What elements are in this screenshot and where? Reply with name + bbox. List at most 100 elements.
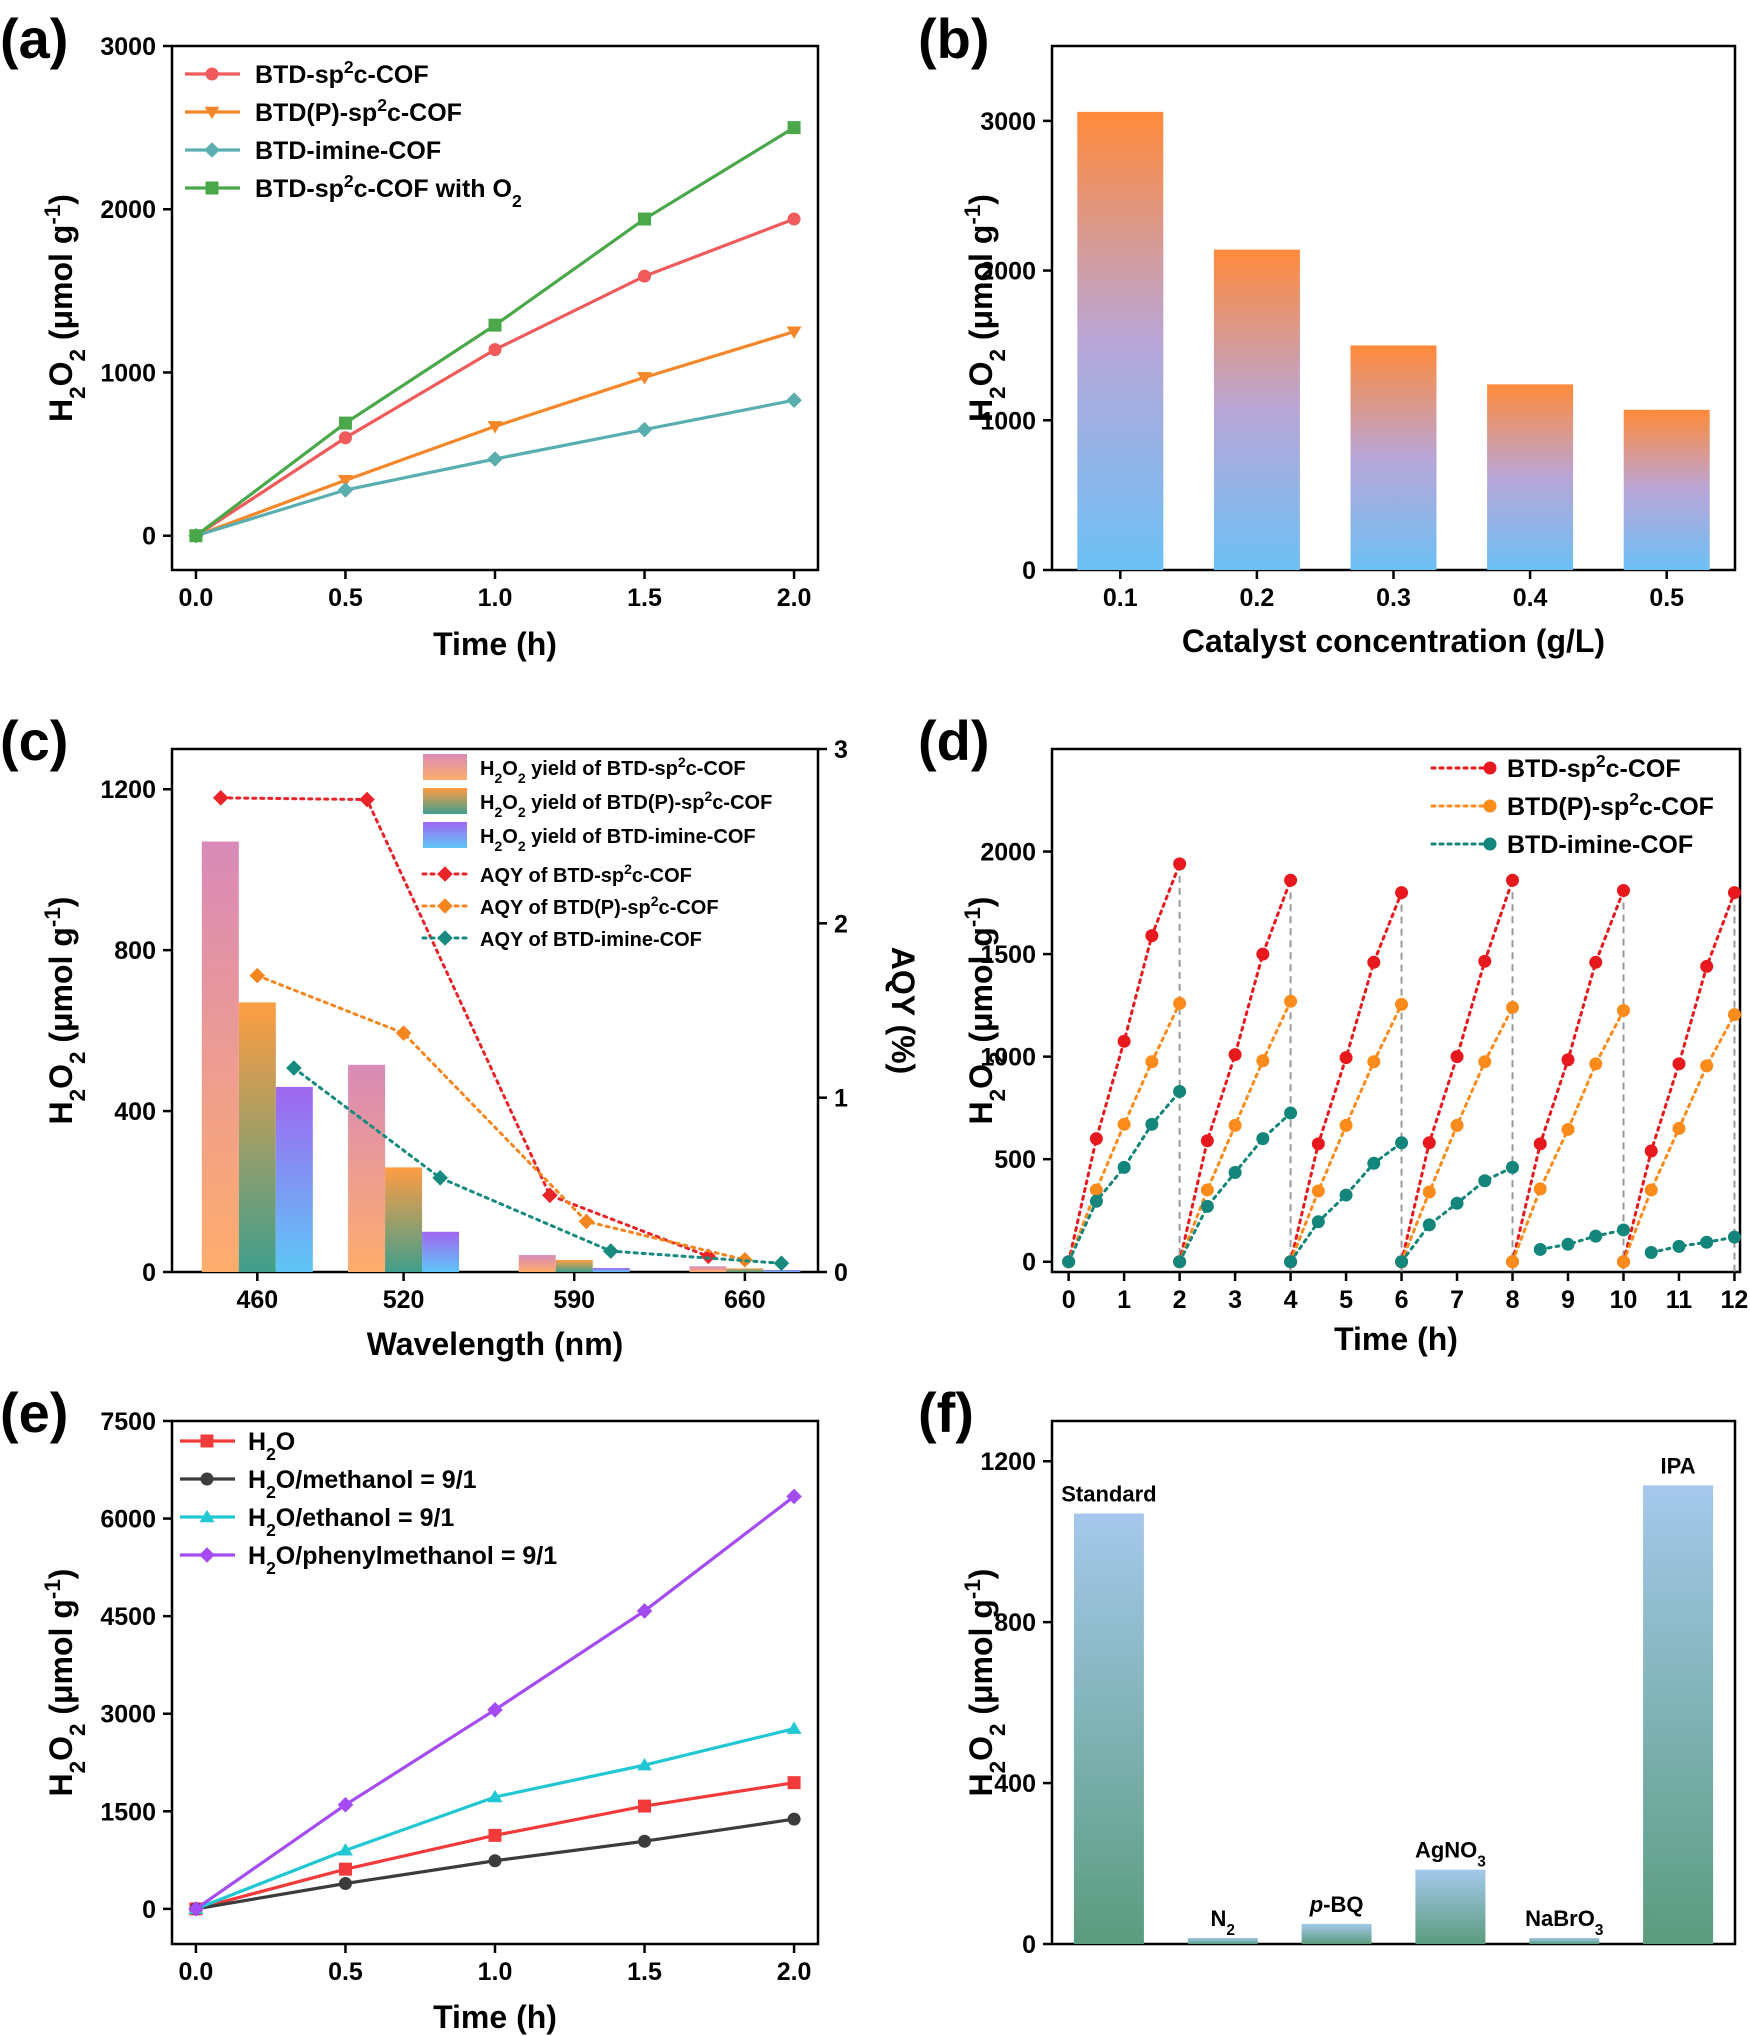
bar-label: AgNO3 — [1415, 1838, 1486, 1871]
legend-marker — [200, 1434, 214, 1448]
x-tick-label: 10 — [1610, 1286, 1638, 1314]
data-point — [337, 482, 354, 498]
x-tick-label: 6 — [1395, 1286, 1409, 1314]
y-axis-label: H2O2 (μmol g-1) — [40, 194, 90, 422]
x-tick-label: 12 — [1721, 1286, 1749, 1314]
bar — [518, 1255, 556, 1272]
bar — [689, 1266, 727, 1272]
legend-entry: BTD-imine-COF — [255, 137, 441, 165]
y-tick-label: 1200 — [980, 1448, 1036, 1476]
data-point — [700, 1248, 717, 1265]
data-point — [1395, 1255, 1409, 1269]
x-axis-label: Time (h) — [433, 626, 557, 662]
data-point — [787, 1776, 801, 1790]
data-point — [188, 1901, 204, 1917]
data-point — [249, 967, 266, 984]
plot-frame — [170, 747, 820, 1274]
data-point — [1395, 997, 1409, 1011]
data-point — [637, 1757, 653, 1771]
legend-entry: BTD-imine-COF — [1507, 831, 1693, 859]
data-point — [1228, 1118, 1242, 1132]
data-point — [1506, 873, 1520, 887]
data-point — [212, 790, 229, 806]
bar-label: NaBrO3 — [1525, 1906, 1603, 1939]
y-tick-label: 400 — [114, 1098, 156, 1126]
data-point — [487, 1702, 503, 1718]
legend-entry: AQY of BTD-sp2c-COF — [480, 861, 692, 887]
data-point — [286, 1060, 302, 1076]
data-point — [1700, 1059, 1714, 1073]
data-point — [488, 1854, 502, 1868]
legend-swatch — [423, 754, 467, 780]
bar-series-2 — [275, 1086, 801, 1272]
data-point — [1533, 1137, 1547, 1151]
legend-entry: BTD-sp2c-COF with O2 — [255, 171, 522, 211]
cycle-line — [1067, 862, 1182, 1264]
data-point — [1422, 1185, 1436, 1199]
data-point — [1145, 1055, 1159, 1069]
data-point — [1117, 1117, 1131, 1131]
bar — [1415, 1869, 1486, 1944]
data-point — [1089, 1132, 1103, 1146]
y-tick-label: 0 — [142, 1259, 156, 1287]
panel-label: (f) — [918, 1381, 974, 1444]
data-point — [1644, 1246, 1658, 1260]
data-point — [636, 421, 653, 438]
data-point — [338, 1862, 352, 1876]
plot-frame — [1050, 1419, 1737, 1946]
panel-c: 0 400 800 1200 0 1 2 3 460 520 590 660 H2O2 yield of… — [0, 709, 921, 1362]
data-point — [1145, 1117, 1159, 1131]
data-point — [1727, 1230, 1741, 1244]
data-point — [1533, 1242, 1547, 1256]
data-point — [636, 1603, 653, 1619]
data-point — [432, 1170, 448, 1186]
data-point — [1367, 1156, 1381, 1170]
legend-marker — [205, 181, 219, 195]
data-point — [395, 1025, 412, 1041]
legend-entry: H2O2 yield of BTD-imine-COF — [480, 826, 756, 854]
data-point — [488, 1828, 502, 1842]
series-line — [195, 1727, 795, 1911]
y2-tick-label: 0 — [834, 1259, 848, 1287]
data-point — [1339, 1188, 1353, 1202]
data-point — [1450, 1196, 1464, 1210]
y-axis-label: H2O2 (μmol g-1) — [40, 1569, 90, 1797]
y-tick-label: 4500 — [100, 1603, 156, 1631]
x-tick-label: 0.5 — [328, 584, 363, 612]
y-tick-label: 1000 — [980, 407, 1036, 435]
bar — [726, 1268, 764, 1272]
bar — [275, 1086, 313, 1272]
x-axis-label: Wavelength (nm) — [367, 1326, 624, 1362]
bar-series-0 — [201, 841, 727, 1272]
data-point — [1311, 1184, 1325, 1198]
x-tick-label: 0.0 — [179, 1958, 214, 1986]
data-point — [1727, 1008, 1741, 1022]
data-point — [1367, 955, 1381, 969]
data-point — [1228, 1048, 1242, 1062]
data-point — [1589, 1229, 1603, 1243]
panel-label: (d) — [918, 709, 990, 772]
data-point — [1311, 1215, 1325, 1229]
cycle-line — [1511, 1009, 1625, 1264]
data-point — [1284, 994, 1298, 1008]
panel-b: 0 1000 2000 3000 0.1 0.2 0.3 0.4 0.5 Catalyst con… — [918, 7, 1737, 659]
cycle-line — [1649, 1235, 1736, 1255]
data-point — [1395, 1136, 1409, 1150]
data-point — [1256, 1132, 1270, 1146]
cycle-line — [1289, 891, 1404, 1264]
legend-entry: H2O/methanol = 9/1 — [248, 1466, 477, 1502]
series-0: BTD-sp2c-COF — [185, 57, 801, 543]
data-point — [1478, 1055, 1492, 1069]
legend-marker — [437, 866, 453, 882]
series-3: H2O/phenylmethanol = 9/1 — [180, 1488, 802, 1917]
cycle-line — [1621, 1013, 1736, 1264]
legend-marker — [200, 1472, 214, 1486]
data-point — [1589, 1057, 1603, 1071]
data-point — [1561, 1237, 1575, 1251]
y-tick-label: 1500 — [980, 941, 1036, 969]
panel-a: 0 1000 2000 3000 0.0 0.5 1.0 1.5 2.0 Time (h) H2O2… — [0, 7, 820, 662]
line-series-2 — [286, 1060, 790, 1272]
bar — [238, 1002, 276, 1272]
